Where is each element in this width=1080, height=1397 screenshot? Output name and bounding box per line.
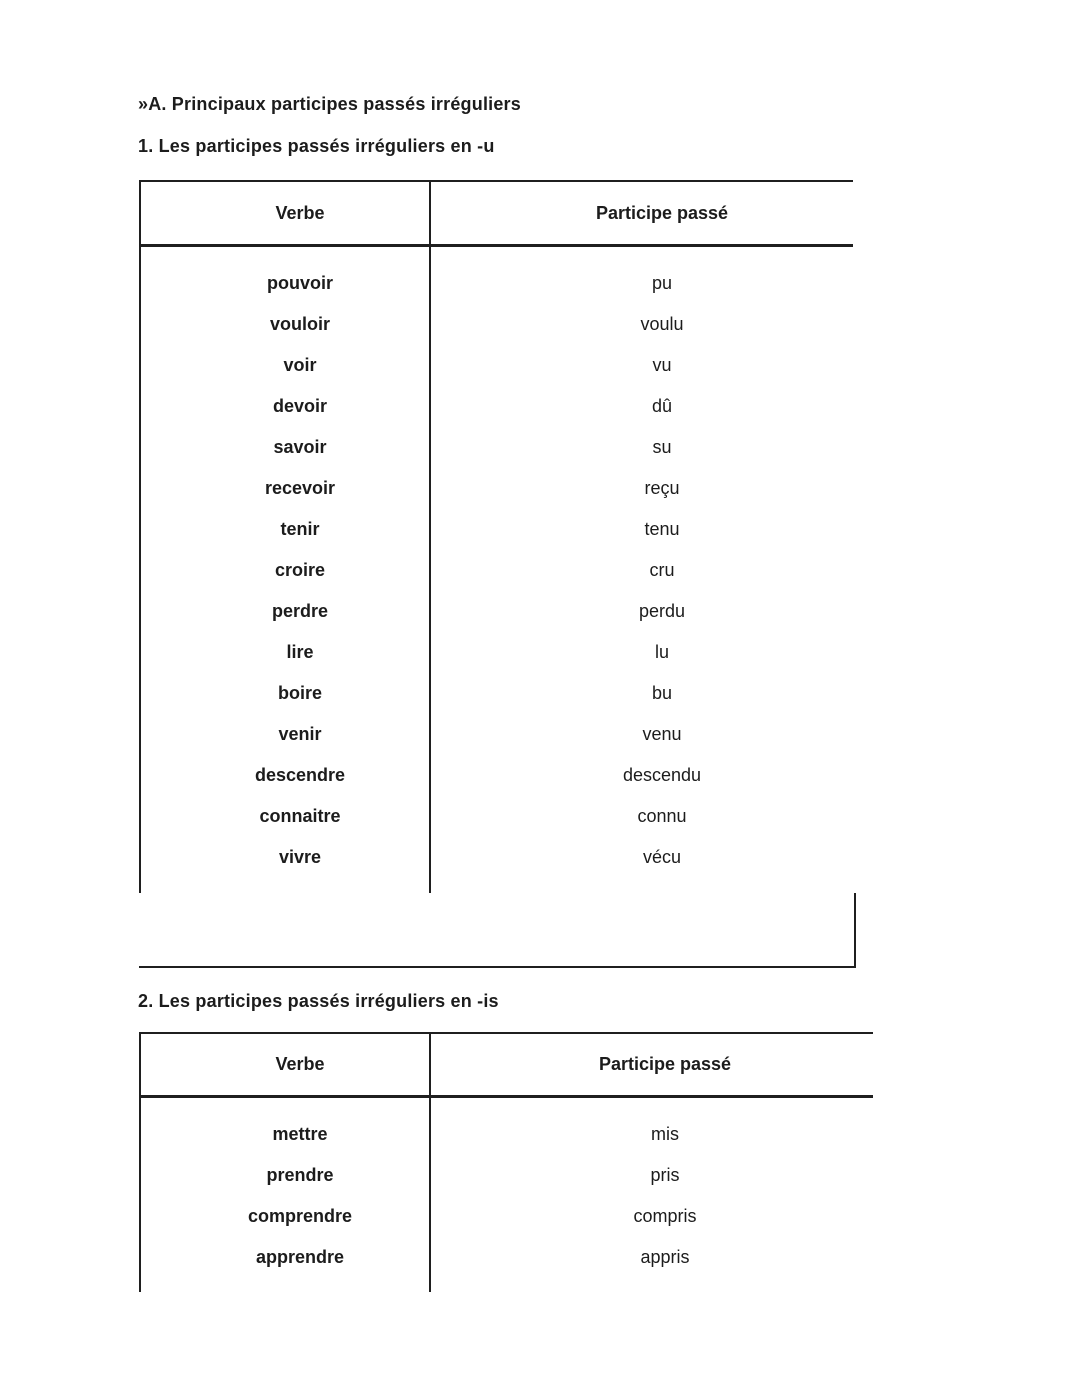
participle-cell: cru (649, 560, 675, 580)
verb-cell: connaitre (259, 806, 341, 826)
table-u-verb-column: pouvoir vouloir voir devoir savoir recev… (139, 247, 431, 893)
table-is-column-header-participe: Participe passé (598, 1054, 732, 1074)
participle-cell: compris (633, 1206, 697, 1226)
verb-cell: venir (278, 724, 322, 744)
verb-cell: descendre (254, 765, 346, 785)
participle-cell: connu (637, 806, 687, 826)
participle-cell: vu (652, 355, 672, 375)
verb-cell: tenir (280, 519, 320, 539)
table-is-participle-column: mis pris compris appris (431, 1098, 873, 1292)
table-u-header-row: Verbe Participe passé (139, 180, 853, 247)
participle-cell: bu (651, 683, 673, 703)
participle-cell: appris (640, 1247, 690, 1267)
verb-cell: pouvoir (267, 273, 333, 293)
verb-cell: vouloir (269, 314, 330, 334)
subsection-is-heading: 2. Les participes passés irréguliers en … (138, 991, 499, 1011)
verb-cell: croire (274, 560, 326, 580)
participle-cell: vécu (642, 847, 682, 867)
participle-cell: dû (651, 396, 673, 416)
verb-cell: recevoir (264, 478, 336, 498)
participle-cell: reçu (644, 478, 680, 498)
subsection-u-heading: 1. Les participes passés irréguliers en … (138, 136, 495, 156)
verb-cell: savoir (273, 437, 327, 457)
table-is-header-row: Verbe Participe passé (139, 1032, 873, 1098)
participle-cell: pu (651, 273, 673, 293)
participle-cell: lu (654, 642, 669, 662)
table-is-body: mettre prendre comprendre apprendre mis … (139, 1098, 873, 1292)
verb-cell: prendre (266, 1165, 334, 1185)
verb-cell: vivre (278, 847, 322, 867)
section-heading: »A. Principaux participes passés irrégul… (138, 94, 521, 114)
participle-cell: mis (651, 1124, 679, 1144)
participle-cell: pris (650, 1165, 680, 1185)
verb-cell: comprendre (247, 1206, 353, 1226)
table-participles-u: Verbe Participe passé pouvoir vouloir vo… (139, 180, 853, 893)
verb-cell: voir (283, 355, 317, 375)
table-is-verb-column: mettre prendre comprendre apprendre (139, 1098, 431, 1292)
verb-cell: perdre (271, 601, 329, 621)
participle-cell: venu (642, 724, 682, 744)
table-participles-is: Verbe Participe passé mettre prendre com… (139, 1032, 873, 1292)
participle-cell: perdu (638, 601, 686, 621)
table-u-body: pouvoir vouloir voir devoir savoir recev… (139, 247, 853, 893)
participle-cell: su (652, 437, 672, 457)
table-u-column-header-participe: Participe passé (595, 202, 729, 223)
verb-cell: boire (277, 683, 322, 703)
verb-cell: devoir (272, 396, 328, 416)
participle-cell: tenu (644, 519, 680, 539)
participle-cell: descendu (622, 765, 702, 785)
verb-cell: lire (286, 642, 314, 662)
verb-cell: apprendre (255, 1247, 345, 1267)
table-u-column-header-verbe: Verbe (139, 182, 431, 244)
participle-cell: voulu (640, 314, 684, 334)
table-is-column-header-verbe: Verbe (139, 1034, 431, 1095)
verb-cell: mettre (272, 1124, 328, 1144)
table-u-participle-column: pu voulu vu dû su reçu tenu cru perdu lu… (431, 247, 853, 893)
table-u-empty-footer-row (139, 893, 856, 968)
